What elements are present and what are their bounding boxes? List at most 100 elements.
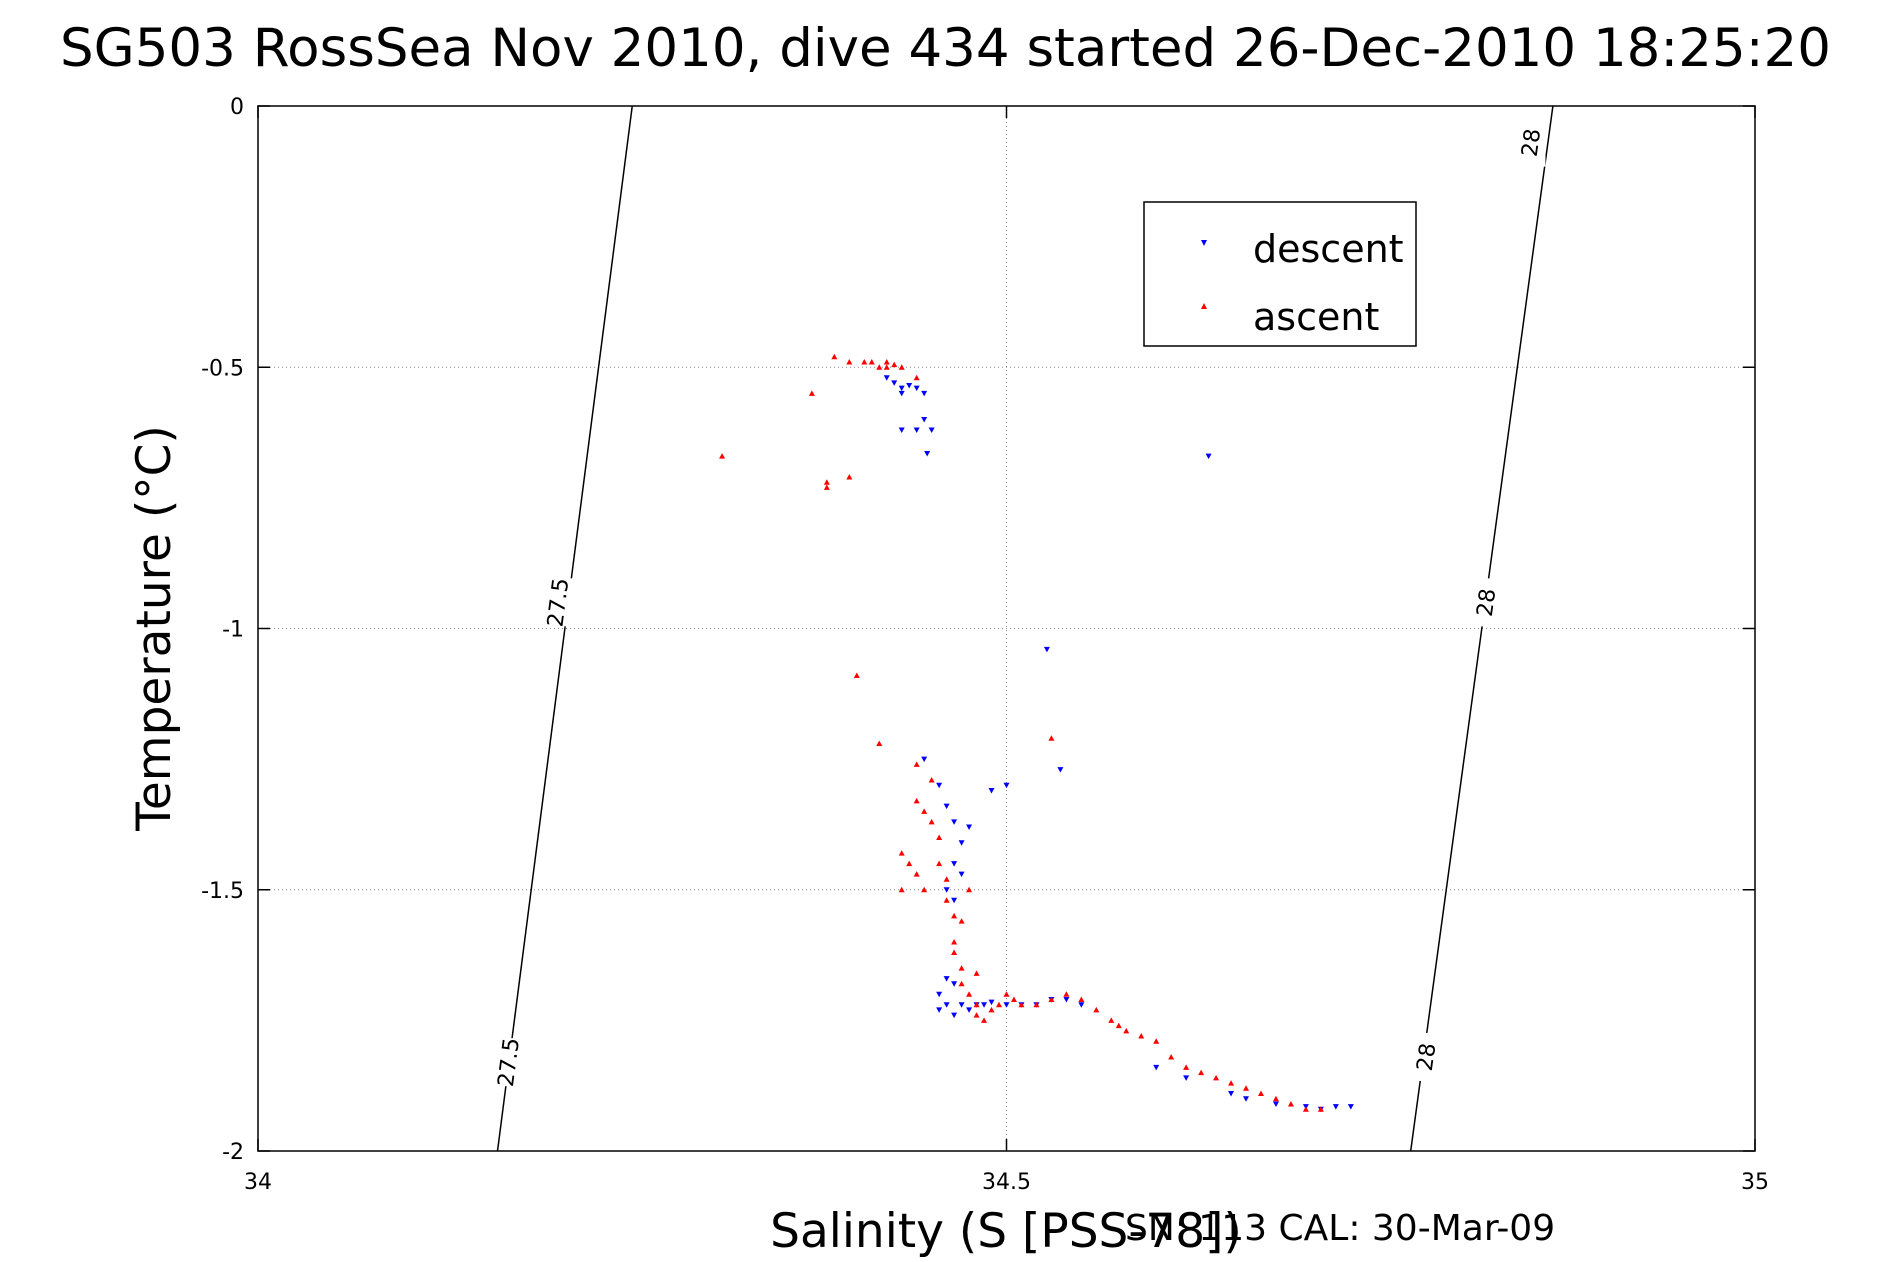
descent-point <box>1205 453 1212 460</box>
descent-point <box>943 976 950 982</box>
descent-point <box>966 824 973 831</box>
ascent-point <box>1228 1080 1235 1086</box>
legend-descent-marker <box>1201 240 1207 246</box>
ascent-point <box>936 834 943 840</box>
descent-point <box>1272 1101 1279 1107</box>
ascent-point <box>883 359 890 365</box>
legend-ascent-marker <box>1201 303 1207 309</box>
descent-point <box>898 427 905 433</box>
ascent-point <box>913 871 920 877</box>
ascent-point <box>1198 1069 1205 1076</box>
descent-point <box>1057 767 1064 773</box>
descent-point <box>958 871 965 878</box>
descent-point <box>1243 1096 1250 1102</box>
ascent-point <box>958 980 965 987</box>
contour-label-bg <box>1410 1032 1441 1081</box>
ascent-point <box>951 912 958 919</box>
contour-label-bg <box>542 578 573 627</box>
ascent-point <box>966 886 973 893</box>
legend-ascent-label: ascent <box>1253 295 1379 339</box>
descent-point <box>913 427 920 433</box>
ascent-point <box>1078 996 1085 1002</box>
x-tick-label: 34.5 <box>982 1170 1031 1195</box>
ascent-point <box>846 359 853 365</box>
descent-point <box>906 383 913 389</box>
descent-point <box>951 819 958 825</box>
descent-point <box>928 427 935 433</box>
ascent-point <box>958 918 965 924</box>
ascent-point <box>883 364 890 370</box>
descent-point <box>1043 646 1050 653</box>
ascent-point <box>1093 1006 1100 1013</box>
ascent-point <box>1048 735 1055 741</box>
ascent-point <box>921 808 928 814</box>
ascent-point <box>1010 996 1017 1002</box>
descent-point <box>1153 1064 1160 1071</box>
descent-point <box>891 380 898 386</box>
ascent-point <box>936 860 943 867</box>
ascent-point <box>1048 996 1055 1002</box>
contour-label: 28 <box>1413 1042 1442 1073</box>
descent-point <box>951 861 958 867</box>
y-tick-label: 0 <box>230 95 244 120</box>
ascent-point <box>1317 1106 1324 1112</box>
ascent-point <box>898 886 905 893</box>
ascent-point <box>1123 1027 1130 1034</box>
contour-label-bg <box>1470 578 1501 627</box>
ascent-point <box>1033 1001 1040 1008</box>
ascent-point <box>951 949 958 955</box>
serial-cal-footer: SN: 113 CAL: 30-Mar-09 <box>1125 1208 1556 1249</box>
ascent-point <box>906 860 913 867</box>
ascent-point <box>1183 1064 1190 1070</box>
descent-point <box>966 1007 973 1013</box>
y-tick-label: -2 <box>222 1140 244 1165</box>
descent-point <box>951 1012 958 1019</box>
contour-label-bg <box>1515 118 1546 167</box>
ascent-point <box>1272 1095 1279 1102</box>
descent-point <box>951 981 958 987</box>
descent-point <box>921 756 928 763</box>
contour-label-bg <box>492 1038 523 1087</box>
ascent-point <box>981 1017 988 1023</box>
ascent-point <box>943 876 950 882</box>
ascent-point <box>898 364 905 370</box>
ascent-point <box>876 740 883 746</box>
ascent-point <box>1153 1038 1160 1044</box>
ascent-point <box>846 473 853 480</box>
grid-lines <box>258 106 1755 1151</box>
data-points <box>719 353 1354 1113</box>
ascent-point <box>1257 1090 1264 1097</box>
ascent-point <box>966 991 973 997</box>
descent-point <box>898 385 905 392</box>
ascent-point <box>996 1001 1003 1008</box>
descent-point <box>943 887 950 893</box>
ascent-point <box>719 453 726 459</box>
ascent-point <box>913 797 920 804</box>
descent-point <box>1063 996 1070 1003</box>
descent-point <box>988 787 995 794</box>
descent-point <box>1332 1104 1339 1110</box>
ascent-point <box>831 353 838 360</box>
ascent-point <box>1287 1100 1294 1107</box>
ascent-point <box>973 970 980 976</box>
y-tick-label: -0.5 <box>201 356 244 381</box>
ascent-point <box>876 364 883 370</box>
ascent-point <box>1003 991 1010 997</box>
descent-point <box>936 1007 943 1013</box>
descent-point <box>936 991 943 998</box>
ascent-point <box>928 818 935 825</box>
ascent-point <box>1115 1022 1122 1029</box>
descent-point <box>1078 1002 1085 1008</box>
contour-label: 28 <box>1518 127 1547 158</box>
chart-title: SG503 RossSea Nov 2010, dive 434 started… <box>60 18 1831 79</box>
descent-point <box>943 803 950 810</box>
ascent-point <box>823 479 830 485</box>
legend-box <box>1143 201 1417 347</box>
ascent-point <box>913 761 920 767</box>
descent-point <box>898 390 905 397</box>
ascent-point <box>1302 1106 1309 1112</box>
x-tick-label: 34 <box>244 1170 272 1195</box>
contour-line <box>496 105 633 1152</box>
ascent-point <box>973 1012 980 1018</box>
